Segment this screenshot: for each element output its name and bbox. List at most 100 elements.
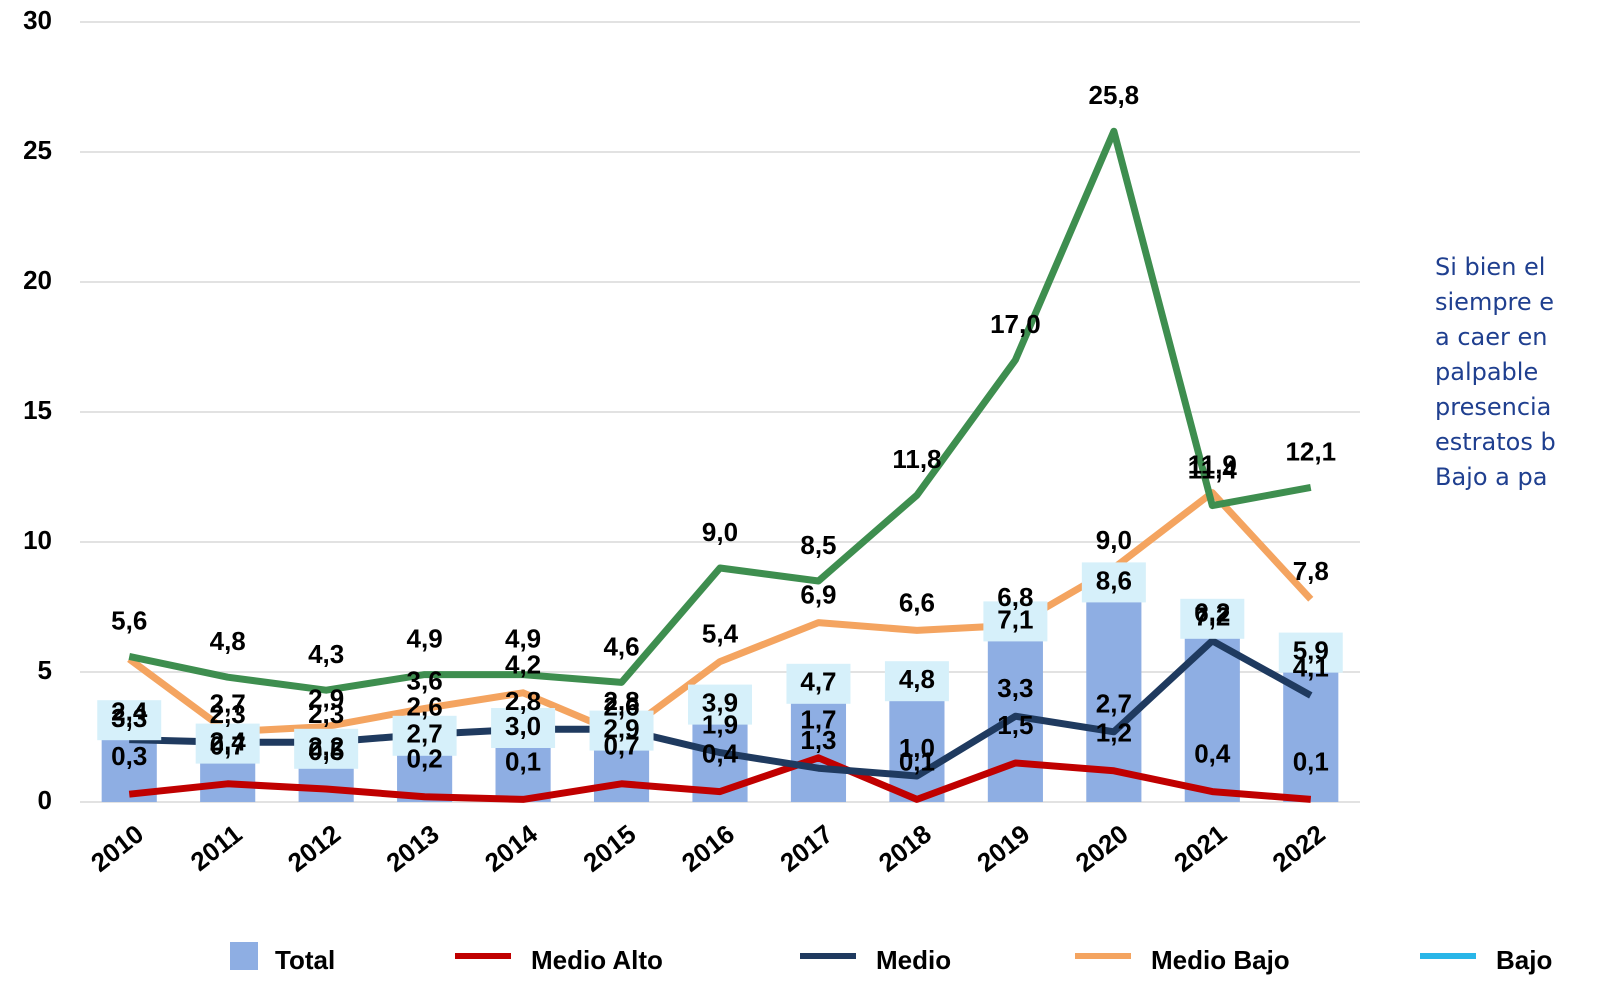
data-label: 5,9 [1293, 635, 1329, 665]
label-box [195, 723, 260, 764]
x-tick-label: 2015 [577, 819, 641, 878]
x-tick-label: 2018 [873, 819, 937, 878]
label-box [97, 700, 162, 741]
data-label: 6,8 [997, 582, 1033, 612]
label-box [884, 661, 949, 702]
label-box [688, 684, 752, 725]
data-label: 9,0 [702, 517, 738, 547]
x-tick-label: 2011 [185, 819, 248, 877]
y-tick-label: 20 [23, 265, 52, 295]
data-label: 2,4 [111, 696, 148, 726]
data-label: 11,8 [892, 444, 941, 474]
data-label: 0,1 [1293, 746, 1329, 776]
x-tick-label: 2021 [1168, 819, 1232, 878]
data-label: 25,8 [1089, 80, 1140, 110]
x-tick-label: 2019 [971, 819, 1035, 878]
data-label: 0,7 [603, 731, 639, 761]
data-label: 5,4 [702, 618, 739, 648]
y-tick-label: 5 [38, 655, 52, 685]
data-label: 7,2 [1194, 602, 1230, 632]
side-note: palpable [1435, 358, 1538, 386]
x-tick-label: 2020 [1070, 819, 1134, 878]
y-tick-label: 15 [23, 395, 52, 425]
x-tick-label: 2013 [380, 819, 444, 878]
data-label: 2,7 [407, 719, 443, 749]
x-tick-label: 2014 [479, 818, 543, 878]
data-label: 11,4 [1188, 454, 1238, 484]
data-label: 2,9 [308, 683, 344, 713]
side-note: siempre e [1435, 288, 1554, 316]
data-label: 4,1 [1293, 652, 1329, 682]
data-label: 1,2 [1096, 718, 1132, 748]
data-label: 2,2 [308, 732, 344, 762]
data-label: 2,8 [603, 686, 639, 716]
bar [1086, 578, 1142, 802]
label-box [1081, 562, 1146, 603]
data-label: 2,3 [308, 699, 344, 729]
data-label: 0,4 [1194, 738, 1231, 768]
legend-item: Medio [800, 945, 951, 975]
data-label: 2,6 [407, 691, 443, 721]
legend-item: Total [230, 942, 335, 975]
x-tick-label: 2017 [774, 819, 838, 878]
x-tick-label: 2016 [676, 819, 740, 878]
legend-label: Medio [876, 945, 951, 975]
side-note: Si bien el [1435, 253, 1545, 281]
label-box [1278, 632, 1343, 673]
data-label: 12,1 [1285, 436, 1336, 466]
x-tick-label: 2010 [85, 819, 149, 878]
data-label: 2,9 [603, 713, 639, 743]
data-label: 1,0 [899, 733, 935, 763]
data-label: 2,6 [603, 691, 639, 721]
side-note: presencia [1435, 393, 1551, 421]
data-label: 2,8 [505, 686, 541, 716]
data-label: 2,7 [1096, 689, 1132, 719]
line-series [128, 127, 1312, 694]
label-box [589, 710, 654, 751]
data-label: 0,1 [505, 746, 541, 776]
label-box [392, 715, 457, 756]
data-label: 2,7 [210, 689, 246, 719]
legend-item: Medio Alto [455, 945, 663, 975]
data-label: 11,9 [1188, 449, 1237, 479]
legend-swatch [230, 942, 258, 970]
data-label: 1,7 [800, 705, 836, 735]
data-label: 3,9 [702, 687, 738, 717]
data-label: 4,3 [308, 639, 344, 669]
data-label: 6,9 [800, 579, 836, 609]
data-label: 8,5 [800, 530, 836, 560]
data-label: 6,2 [1194, 598, 1230, 628]
legend-item: Bajo [1420, 945, 1552, 975]
y-tick-label: 10 [23, 525, 52, 555]
y-tick-label: 30 [23, 5, 52, 35]
side-note: estratos b [1435, 428, 1556, 456]
legend-label: Total [275, 945, 335, 975]
bar [1184, 614, 1240, 802]
legend-label: Medio Alto [531, 945, 663, 975]
data-label: 2,3 [210, 699, 246, 729]
data-label: 3,3 [111, 703, 147, 733]
data-label: 0,1 [899, 746, 935, 776]
data-label: 4,9 [407, 623, 443, 653]
data-label: 7,8 [1293, 556, 1329, 586]
data-label: 0,4 [702, 738, 739, 768]
data-label: 3,3 [997, 673, 1033, 703]
data-label: 0,7 [210, 731, 246, 761]
y-tick-label: 0 [38, 785, 52, 815]
data-label: 3,6 [407, 665, 443, 695]
label-box [1180, 598, 1245, 639]
data-label: 4,8 [899, 664, 935, 694]
x-tick-label: 2012 [282, 819, 346, 878]
data-label: 1,5 [997, 710, 1033, 740]
data-label: 3,0 [505, 711, 541, 741]
data-label: 7,1 [997, 604, 1033, 634]
label-box [294, 728, 359, 769]
data-label: 1,3 [800, 725, 836, 755]
data-label: 6,6 [899, 587, 935, 617]
data-label: 4,7 [800, 667, 836, 697]
legend-label: Bajo [1496, 945, 1552, 975]
data-label: 0,5 [308, 736, 344, 766]
x-tick-label: 2022 [1267, 819, 1331, 878]
side-note: Bajo a pa [1435, 463, 1547, 491]
